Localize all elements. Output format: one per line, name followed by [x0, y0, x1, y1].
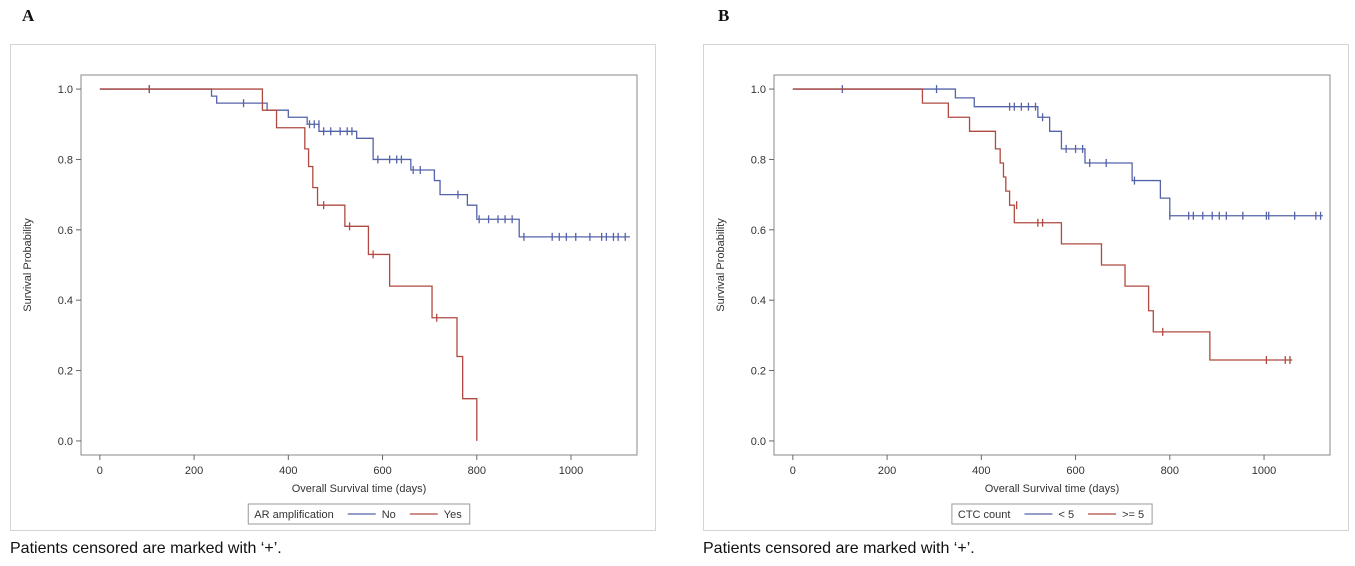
survival-curve-1 — [792, 88, 1323, 217]
x-tick-label: 0 — [790, 465, 796, 477]
x-axis-label: Overall Survival time (days) — [292, 483, 426, 495]
panel-label-b: B — [718, 6, 730, 25]
legend-item: < 5 — [1058, 509, 1074, 521]
km-plot-a: 0 200 400 600 800 1000 0.0 0.2 0.4 0.6 0.8 1.0 Overa… — [22, 74, 638, 525]
y-tick-label: 0.2 — [751, 366, 766, 378]
legend: CTC count < 5 >= 5 — [951, 503, 1153, 525]
y-tick-label: 0.8 — [58, 154, 73, 166]
y-axis-label: Survival Probability — [715, 218, 727, 312]
plot-border — [80, 74, 638, 456]
x-tick-label: 800 — [468, 465, 486, 477]
legend-item: Yes — [444, 509, 462, 521]
survival-curve-2 — [792, 88, 1293, 361]
y-tick-label: 0.0 — [58, 436, 73, 448]
legend-item: No — [382, 509, 396, 521]
legend-item: >= 5 — [1122, 509, 1144, 521]
y-tick-label: 0.0 — [751, 436, 766, 448]
legend-title: AR amplification — [254, 509, 333, 521]
x-tick-label: 400 — [972, 465, 990, 477]
survival-curve-1 — [99, 88, 630, 238]
legend-box — [247, 503, 471, 525]
chart-panel-a: 0 200 400 600 800 1000 0.0 0.2 0.4 0.6 0.8 1.0 Overa… — [10, 44, 656, 531]
panel-label-a: A — [22, 6, 35, 25]
x-tick-label: 1000 — [559, 465, 583, 477]
x-tick-label: 200 — [878, 465, 896, 477]
y-tick-label: 0.8 — [751, 154, 766, 166]
x-tick-label: 600 — [1066, 465, 1084, 477]
survival-curve-2 — [99, 88, 478, 441]
plot-border — [773, 74, 1331, 456]
y-axis-label: Survival Probability — [22, 218, 34, 312]
legend-title: CTC count — [958, 509, 1011, 521]
y-tick-label: 0.6 — [58, 225, 73, 237]
km-plot-b: 0 200 400 600 800 1000 0.0 0.2 0.4 0.6 0.8 1.0 Overa… — [715, 74, 1331, 525]
y-tick-label: 0.4 — [58, 295, 73, 307]
y-tick-label: 0.4 — [751, 295, 766, 307]
x-tick-label: 800 — [1161, 465, 1179, 477]
y-tick-label: 1.0 — [58, 84, 73, 96]
x-tick-label: 200 — [185, 465, 203, 477]
x-axis-label: Overall Survival time (days) — [985, 483, 1119, 495]
x-tick-label: 0 — [97, 465, 103, 477]
x-tick-label: 400 — [279, 465, 297, 477]
x-tick-label: 1000 — [1252, 465, 1276, 477]
footnote-b: Patients censored are marked with ‘+’. — [703, 540, 975, 557]
y-tick-label: 1.0 — [751, 84, 766, 96]
x-tick-label: 600 — [373, 465, 391, 477]
y-tick-label: 0.6 — [751, 225, 766, 237]
y-tick-label: 0.2 — [58, 366, 73, 378]
legend-box — [951, 503, 1153, 525]
chart-panel-b: 0 200 400 600 800 1000 0.0 0.2 0.4 0.6 0.8 1.0 Overa… — [703, 44, 1349, 531]
footnote-a: Patients censored are marked with ‘+’. — [10, 540, 282, 557]
legend: AR amplification No Yes — [247, 503, 471, 525]
